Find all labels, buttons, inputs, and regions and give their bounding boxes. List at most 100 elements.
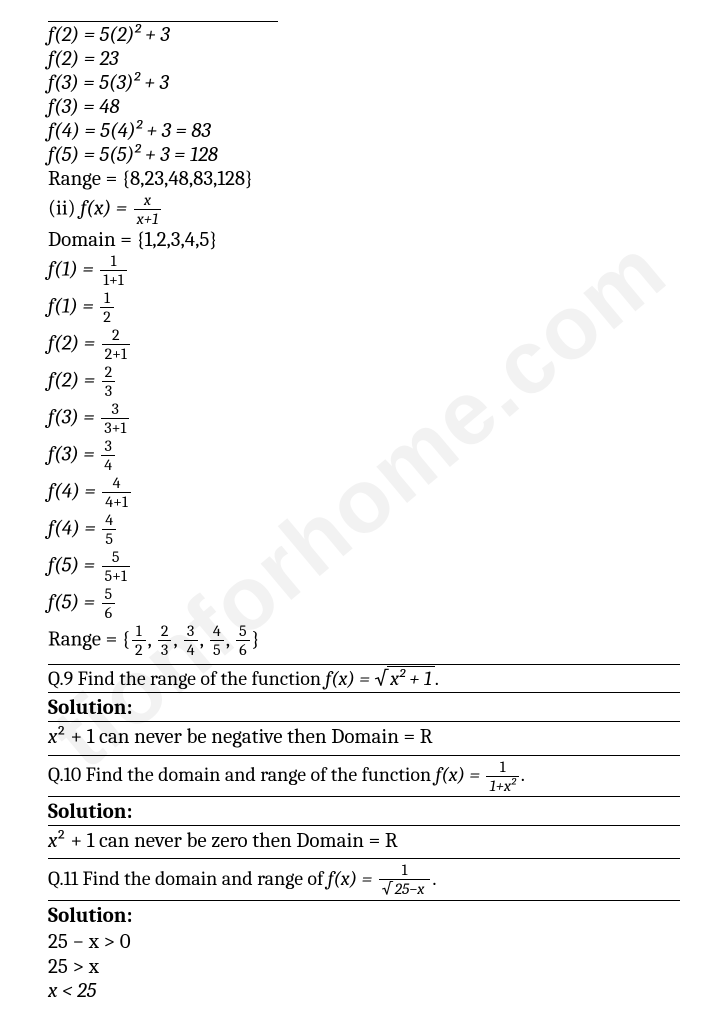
fraction: 34	[101, 438, 115, 473]
section-rule	[48, 825, 680, 826]
eq-line: f(4) = 5(4)² + 3 = 83	[48, 120, 680, 142]
denominator: 6	[102, 603, 116, 621]
eq-line: f(2) = 22+1	[48, 327, 680, 362]
denominator: 6	[236, 640, 250, 658]
lhs: f(1) =	[48, 295, 98, 319]
eq-line: f(3) = 34	[48, 438, 680, 473]
denominator: 2+1	[102, 344, 130, 362]
fraction: 125−x	[379, 862, 431, 899]
denominator: 1+1	[100, 270, 126, 288]
fraction: 23	[102, 364, 116, 399]
numerator: 4	[102, 475, 131, 492]
eq-line: f(1) = 11+1	[48, 253, 680, 288]
lhs: f(1) =	[48, 258, 98, 282]
denominator: 5	[102, 529, 116, 547]
fx-label: f(x) =	[80, 197, 131, 221]
numerator: 2	[102, 327, 130, 344]
numerator: 1	[379, 862, 431, 879]
denominator: 3	[102, 381, 116, 399]
numerator: 5	[102, 586, 116, 603]
fraction: 34	[184, 623, 198, 658]
denominator: 4	[184, 640, 198, 658]
sqrt-icon: x² + 1	[374, 668, 434, 690]
fraction: 12	[132, 623, 146, 658]
denominator: 4	[101, 455, 115, 473]
eq-line: f(4) = 45	[48, 512, 680, 547]
q10-sol-rest: can never be zero then Domain = R	[99, 829, 398, 853]
q9-sol-rest: can never be negative then Domain = R	[99, 725, 433, 749]
q11-sol-a: 25 − x > 0	[48, 931, 680, 953]
lhs: f(4) =	[48, 480, 100, 504]
q11-dot: .	[432, 867, 436, 890]
range-set-line: Range = {12, 23, 34, 45, 56}	[48, 623, 680, 658]
eq-line: f(1) = 12	[48, 290, 680, 325]
range-line: Range = {8,23,48,83,128}	[48, 168, 680, 190]
numerator: 1	[100, 290, 114, 307]
numerator: 5	[236, 623, 250, 640]
section-rule	[48, 692, 680, 693]
eq-line: f(5) = 56	[48, 586, 680, 621]
radicand: x² + 1	[387, 666, 435, 690]
eq-line: f(5) = 55+1	[48, 549, 680, 584]
section-rule	[48, 664, 680, 665]
solution-label: Solution:	[48, 905, 680, 927]
numerator: 4	[102, 512, 116, 529]
numerator: 3	[101, 438, 115, 455]
numerator: 2	[102, 364, 116, 381]
lhs: f(2) =	[48, 369, 100, 393]
q9-fx: f(x) =	[325, 667, 374, 690]
q11-sol-b: 25 > x	[48, 956, 680, 978]
lhs: f(2) =	[48, 332, 100, 356]
q10-dot: .	[521, 763, 525, 786]
part-ii-label: (ii)	[48, 197, 80, 221]
numerator: 1	[100, 253, 126, 270]
lhs: f(3) =	[48, 443, 99, 467]
denominator: 3+1	[101, 418, 129, 436]
q11-line: Q.11 Find the domain and range of f(x) =…	[48, 862, 680, 899]
fraction: 23	[158, 623, 172, 658]
q9-text: Q.9 Find the range of the function	[48, 667, 325, 690]
q11-text: Q.11 Find the domain and range of	[48, 867, 328, 890]
fraction: 11+1	[100, 253, 126, 288]
radicand: 25−x	[392, 879, 428, 898]
fraction: 56	[102, 586, 116, 621]
numerator: 1	[486, 759, 518, 776]
q10-line: Q.10 Find the domain and range of the fu…	[48, 759, 680, 794]
eq-line: f(2) = 23	[48, 48, 680, 70]
numerator: 5	[102, 549, 130, 566]
q10-fx: f(x) =	[436, 763, 485, 786]
eq-line: f(2) = 5(2)² + 3	[48, 24, 680, 46]
denominator: x+1	[134, 209, 162, 227]
solution-label: Solution:	[48, 697, 680, 719]
denominator: 2	[132, 640, 146, 658]
range-items: 12, 23, 34, 45, 56	[130, 628, 252, 652]
fraction-calc-list: f(1) = 11+1f(1) = 12f(2) = 22+1f(2) = 23…	[48, 253, 680, 621]
sqrt-icon: 25−x	[382, 881, 428, 899]
denominator: 4+1	[102, 492, 131, 510]
eq-line: f(3) = 33+1	[48, 401, 680, 436]
denominator: 5	[210, 640, 224, 658]
fraction: 33+1	[101, 401, 129, 436]
fraction: 45	[102, 512, 116, 547]
fraction: 11+x²	[486, 759, 518, 794]
section-rule	[48, 796, 680, 797]
fraction: 12	[100, 290, 114, 325]
eq-line: f(4) = 44+1	[48, 475, 680, 510]
section-rule	[48, 755, 680, 756]
q9-solution: x² + 1 can never be negative then Domain…	[48, 726, 680, 748]
q11-fx: f(x) =	[328, 867, 377, 890]
numerator: 4	[210, 623, 224, 640]
lhs: f(5) =	[48, 554, 100, 578]
denominator: 1+x²	[486, 776, 518, 794]
numerator: x	[134, 192, 162, 209]
fraction: xx+1	[134, 192, 162, 227]
page-content: f(2) = 5(2)² + 3 f(2) = 23 f(3) = 5(3)² …	[0, 0, 720, 1002]
eq-line: (ii) f(x) = xx+1	[48, 192, 680, 227]
numerator: 3	[184, 623, 198, 640]
section-rule	[48, 858, 680, 859]
section-rule	[48, 721, 680, 722]
eq-line: f(5) = 5(5)² + 3 = 128	[48, 144, 680, 166]
lhs: f(4) =	[48, 517, 100, 541]
denominator: 3	[158, 640, 172, 658]
lhs: f(5) =	[48, 591, 100, 615]
